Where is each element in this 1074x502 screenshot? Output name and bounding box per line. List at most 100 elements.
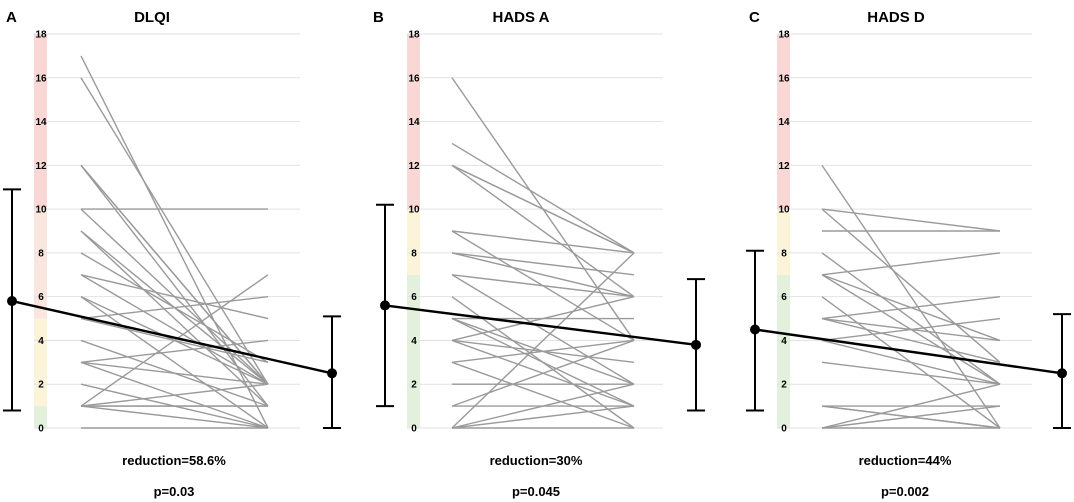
- y-tick-label: 10: [35, 205, 47, 216]
- patient-line: [451, 252, 635, 429]
- y-tick-label: 2: [38, 380, 44, 391]
- mean-line: [384, 304, 697, 347]
- patient-line: [80, 296, 269, 429]
- patient-line: [821, 164, 1001, 429]
- patient-line: [821, 208, 1001, 363]
- mean-point-before: [380, 300, 390, 311]
- reduction-label: reduction=30%: [490, 453, 583, 468]
- mean-line: [11, 299, 333, 375]
- patient-line: [451, 142, 635, 254]
- patient-line: [821, 361, 1001, 385]
- panel-title: HADS D: [867, 9, 925, 26]
- panel-b: 0 2 4 6 8 10 12 14 16 18 B HADS A reduction=30% p=0.0…: [373, 9, 705, 499]
- severity-band: [34, 318, 47, 407]
- patient-line: [451, 164, 635, 298]
- panel-letter: A: [6, 9, 17, 26]
- patient-line: [80, 230, 269, 407]
- y-tick-label: 16: [408, 73, 420, 84]
- patient-line: [821, 383, 1001, 429]
- y-tick-label: 8: [781, 248, 787, 259]
- patient-line: [451, 252, 635, 276]
- panel-title: HADS A: [493, 9, 550, 26]
- patient-line: [80, 77, 269, 385]
- severity-band: [777, 274, 790, 428]
- y-tick-label: 8: [38, 248, 44, 259]
- y-tick-label: 10: [778, 205, 790, 216]
- y-tick-label: 18: [778, 30, 790, 41]
- y-tick-label: 6: [411, 292, 417, 303]
- y-tick-label: 2: [411, 380, 417, 391]
- y-tick-label: 6: [38, 292, 44, 303]
- patient-line: [80, 164, 269, 385]
- y-tick-label: 18: [408, 30, 420, 41]
- patient-line: [821, 252, 1001, 276]
- y-tick-label: 0: [38, 424, 44, 435]
- patient-line: [80, 274, 269, 320]
- patient-line: [821, 339, 1001, 385]
- mean-point-before: [7, 296, 17, 307]
- y-tick-label: 16: [778, 73, 790, 84]
- panel-title: DLQI: [134, 9, 170, 26]
- reduction-label: reduction=44%: [859, 453, 952, 468]
- patient-line: [80, 405, 269, 429]
- patient-line: [821, 317, 1001, 342]
- reduction-label: reduction=58.6%: [122, 453, 226, 468]
- patient-line: [80, 361, 269, 385]
- mean-point-after: [691, 339, 701, 350]
- y-tick-label: 12: [778, 161, 790, 172]
- mean-point-after: [1057, 368, 1067, 379]
- y-tick-label: 14: [35, 117, 47, 128]
- y-tick-label: 8: [411, 248, 417, 259]
- y-tick-label: 14: [408, 117, 420, 128]
- panel-letter: C: [749, 9, 760, 26]
- y-tick-label: 14: [778, 117, 790, 128]
- patient-line: [451, 252, 635, 298]
- patient-line: [451, 274, 635, 298]
- panel-c: 0 2 4 6 8 10 12 14 16 18 C HADS D reduction=44% p=0.0…: [746, 9, 1071, 499]
- patient-line: [451, 230, 635, 254]
- patient-line: [451, 339, 635, 364]
- patient-line: [451, 405, 635, 429]
- patient-line: [80, 274, 269, 407]
- y-tick-label: 10: [408, 205, 420, 216]
- patient-line: [80, 295, 269, 320]
- p-value-label: p=0.03: [154, 484, 195, 499]
- y-tick-label: 2: [781, 380, 787, 391]
- patient-line: [821, 317, 1001, 364]
- patient-line: [821, 252, 1001, 385]
- panel-a: 0 2 4 6 8 10 12 14 16 18 A DLQI reduction=58.6% p=0.0…: [3, 9, 341, 499]
- patient-line: [451, 383, 635, 429]
- severity-band: [34, 406, 47, 428]
- y-tick-label: 0: [781, 424, 787, 435]
- patient-line: [451, 164, 635, 254]
- p-value-label: p=0.002: [881, 484, 929, 499]
- patient-line: [451, 361, 635, 429]
- y-tick-label: 4: [411, 336, 417, 347]
- patient-line: [821, 405, 1001, 429]
- patient-line: [451, 317, 635, 407]
- mean-point-before: [750, 324, 760, 335]
- y-tick-label: 18: [35, 30, 47, 41]
- patient-line: [80, 164, 269, 407]
- patient-line: [451, 274, 635, 385]
- y-tick-label: 0: [411, 424, 417, 435]
- y-tick-label: 12: [408, 161, 420, 172]
- y-tick-label: 4: [781, 336, 787, 347]
- severity-band: [34, 209, 47, 319]
- patient-line: [451, 339, 635, 407]
- y-tick-label: 4: [38, 336, 44, 347]
- severity-band: [407, 209, 420, 275]
- patient-line: [80, 339, 269, 364]
- y-tick-label: 16: [35, 73, 47, 84]
- patient-line: [80, 383, 269, 407]
- y-tick-label: 12: [35, 161, 47, 172]
- severity-band: [777, 209, 790, 275]
- y-tick-label: 6: [781, 292, 787, 303]
- panel-letter: B: [373, 9, 384, 26]
- patient-line: [80, 274, 269, 385]
- patient-line: [821, 208, 1001, 232]
- mean-line: [754, 328, 1063, 375]
- severity-band: [407, 274, 420, 428]
- patient-line: [821, 295, 1001, 320]
